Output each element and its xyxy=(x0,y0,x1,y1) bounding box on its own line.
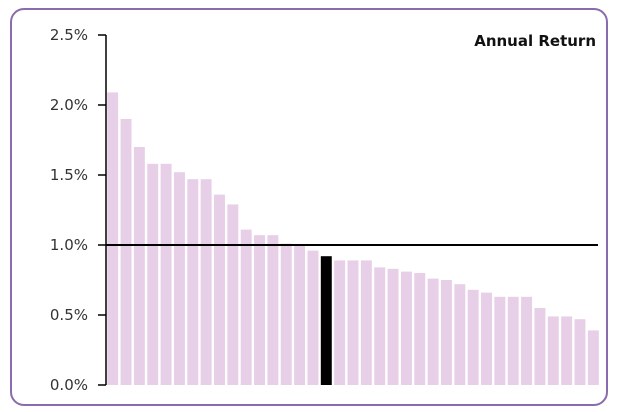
bar xyxy=(120,119,132,385)
bar xyxy=(240,229,252,385)
y-tick-label: 1.5% xyxy=(50,166,88,184)
bar xyxy=(467,289,479,385)
bar xyxy=(200,179,212,385)
y-tick-label: 2.5% xyxy=(50,26,88,44)
bar xyxy=(494,296,506,385)
bar xyxy=(507,296,519,385)
bar xyxy=(574,319,586,385)
bar xyxy=(547,316,559,385)
bar xyxy=(347,260,359,385)
bar xyxy=(160,163,172,385)
bar xyxy=(227,204,239,385)
bar xyxy=(147,163,159,385)
bar xyxy=(534,308,546,385)
bar xyxy=(214,194,225,385)
bar xyxy=(280,243,292,385)
y-tick-label: 0.0% xyxy=(50,376,88,394)
y-tick-label: 1.0% xyxy=(50,236,88,254)
bar xyxy=(454,284,466,385)
bar xyxy=(587,330,599,385)
bars-group xyxy=(106,92,599,386)
y-axis: 0.0% 0.5% 1.0% 1.5% 2.0% 2.5% xyxy=(50,26,107,394)
bar xyxy=(334,260,346,385)
bar xyxy=(294,245,306,385)
bar xyxy=(387,268,399,385)
bar xyxy=(521,296,533,385)
chart-title: Annual Return xyxy=(474,32,596,50)
bar xyxy=(400,271,412,385)
highlighted-bar xyxy=(320,256,332,385)
bar xyxy=(173,172,185,385)
bar xyxy=(187,179,199,385)
y-tick-label: 2.0% xyxy=(50,96,88,114)
bar xyxy=(254,235,266,385)
bar xyxy=(414,273,426,385)
bar xyxy=(374,267,386,385)
bar xyxy=(561,316,573,385)
bar xyxy=(440,280,452,385)
bar xyxy=(307,250,319,385)
y-tick-label: 0.5% xyxy=(50,306,88,324)
bar xyxy=(481,292,492,385)
bar xyxy=(107,92,119,386)
bar xyxy=(360,260,372,385)
bar xyxy=(427,278,439,385)
bar xyxy=(133,147,145,385)
bar xyxy=(267,235,279,385)
